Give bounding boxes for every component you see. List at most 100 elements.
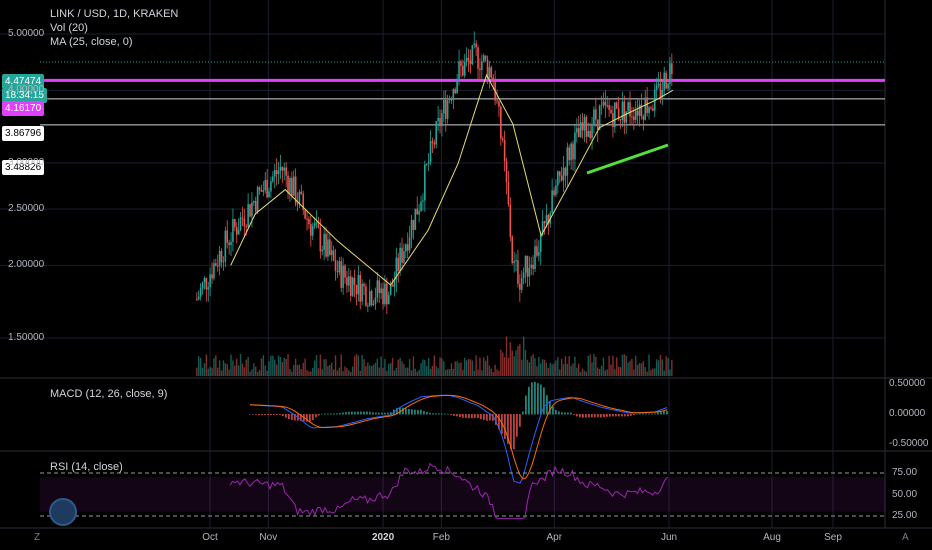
volume-bar — [654, 368, 656, 376]
macd-histogram-bar — [456, 414, 458, 417]
volume-bar — [397, 359, 399, 376]
ma-indicator-label[interactable]: MA (25, close, 0) — [50, 36, 133, 48]
candle-body — [234, 219, 236, 228]
candle-body — [292, 176, 295, 196]
macd-histogram-bar — [318, 414, 320, 416]
macd-histogram-bar — [582, 414, 584, 418]
candle-body — [245, 226, 248, 228]
candle-body — [323, 233, 325, 250]
candle-body — [610, 109, 612, 114]
candle-body — [319, 227, 322, 252]
volume-bar — [429, 368, 432, 376]
volume-bar — [226, 364, 228, 376]
candle-body — [283, 167, 286, 171]
macd-histogram-bar — [294, 414, 296, 421]
macd-histogram-bar — [423, 411, 425, 415]
volume-bar — [312, 367, 314, 376]
volume-bar — [207, 368, 209, 376]
candle-body — [600, 105, 603, 107]
volume-bar — [515, 350, 517, 376]
candle-body — [539, 235, 542, 253]
candle-body — [636, 110, 639, 116]
candle-body — [500, 106, 502, 139]
candle-body — [490, 67, 493, 78]
volume-bar — [300, 369, 303, 376]
volume-bar — [433, 355, 436, 376]
volume-bar — [302, 362, 304, 376]
macd-histogram-bar — [579, 414, 581, 418]
candle-body — [201, 282, 204, 289]
candle-body — [477, 47, 479, 69]
volume-bar — [424, 360, 426, 376]
candle-body — [382, 288, 384, 305]
macd-histogram-bar — [252, 414, 254, 415]
macd-histogram-bar — [399, 407, 401, 415]
candle-body — [634, 110, 637, 120]
macd-indicator-label[interactable]: MACD (12, 26, close, 9) — [50, 388, 168, 400]
volume-bar — [621, 354, 624, 376]
volume-bar — [519, 344, 521, 376]
candle-body — [479, 68, 481, 70]
candle-body — [663, 72, 666, 91]
candle-body — [422, 200, 424, 202]
macd-histogram-bar — [489, 414, 491, 421]
volume-bar — [340, 354, 342, 376]
volume-bar — [507, 357, 510, 376]
zoom-z-icon[interactable]: Z — [34, 532, 41, 543]
candle-body — [481, 61, 483, 70]
volume-bar — [625, 355, 627, 376]
volume-bar — [511, 350, 513, 376]
volume-bar — [522, 336, 525, 376]
x-tick-label: Sep — [824, 532, 842, 543]
volume-bar — [602, 357, 605, 376]
candle-body — [526, 255, 529, 277]
candle-body — [289, 178, 291, 194]
volume-bar — [465, 360, 468, 376]
volume-bar — [488, 365, 491, 376]
volume-bar — [583, 370, 586, 376]
candle-body — [602, 101, 605, 106]
candle-body — [300, 191, 303, 194]
volume-bar — [484, 360, 487, 376]
candle-body — [625, 111, 628, 123]
volume-bar — [277, 355, 280, 376]
candle-body — [310, 223, 312, 236]
candle-body — [418, 210, 420, 215]
volume-bar — [469, 359, 472, 376]
volume-bar — [391, 357, 394, 376]
macd-histogram-bar — [630, 414, 632, 416]
auto-scale-icon[interactable]: A — [902, 532, 909, 543]
candle-body — [378, 280, 381, 294]
volume-bar — [439, 357, 441, 376]
volume-bar — [532, 354, 534, 376]
volume-bar — [496, 369, 498, 376]
macd-histogram-bar — [333, 413, 335, 415]
candle-body — [562, 167, 565, 181]
macd-histogram-bar — [378, 412, 380, 415]
macd-histogram-bar — [507, 414, 509, 444]
symbol-label[interactable]: LINK / USD, 1D, KRAKEN — [50, 8, 179, 20]
macd-histogram-bar — [405, 408, 407, 415]
tradingview-logo-icon[interactable] — [49, 498, 77, 526]
volume-bar — [526, 359, 529, 376]
candle-body — [199, 288, 202, 297]
volume-indicator-label[interactable]: Vol (20) — [50, 22, 88, 34]
volume-bar — [403, 363, 405, 376]
candle-body — [452, 89, 455, 101]
macd-histogram-bar — [453, 414, 455, 416]
volume-bar — [494, 364, 496, 376]
rsi-indicator-label[interactable]: RSI (14, close) — [50, 461, 123, 473]
volume-bar — [243, 367, 246, 376]
macd-y-tick-label: 0.00000 — [889, 408, 926, 419]
candle-body — [648, 107, 650, 113]
volume-bar — [460, 362, 462, 376]
volume-bar — [502, 352, 504, 376]
volume-bar — [481, 370, 483, 376]
volume-bar — [355, 354, 358, 376]
volume-bar — [456, 361, 458, 376]
volume-bar — [585, 371, 588, 376]
volume-bar — [414, 368, 417, 376]
volume-bar — [367, 362, 369, 376]
volume-bar — [264, 365, 266, 376]
